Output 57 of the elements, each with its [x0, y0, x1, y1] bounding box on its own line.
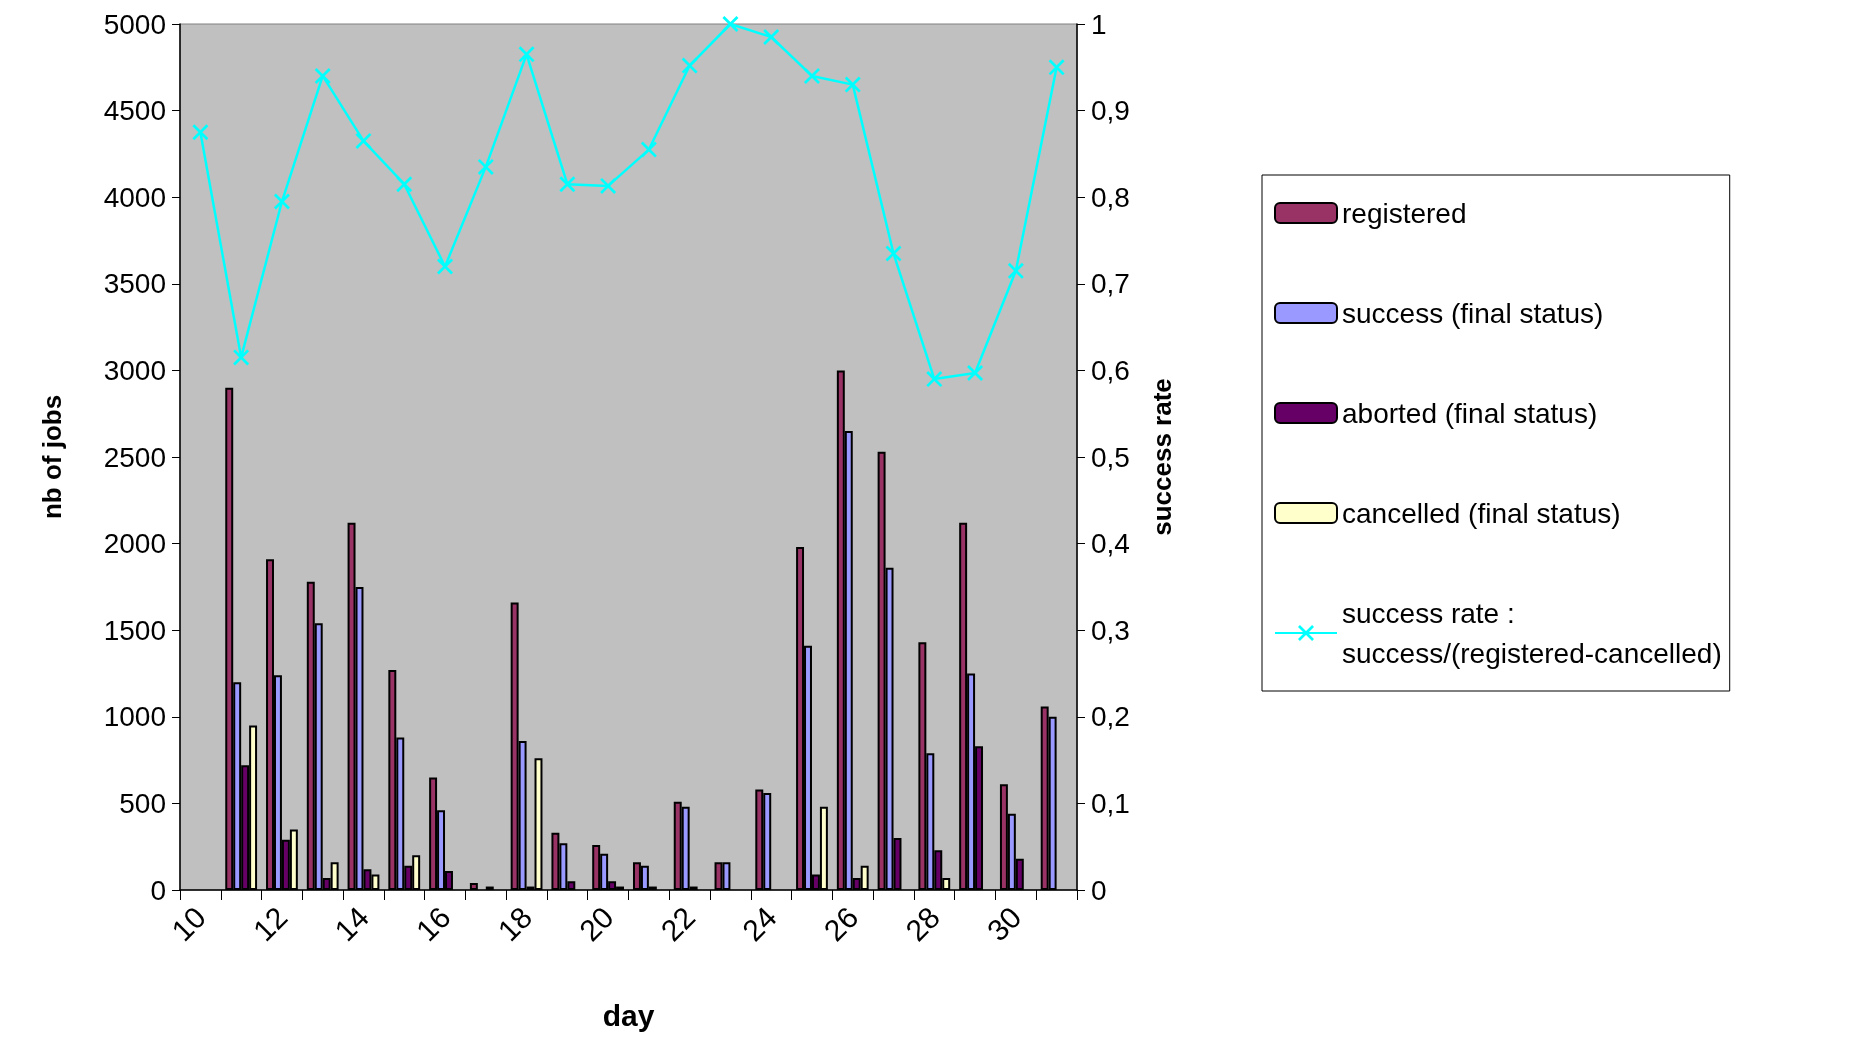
point	[640, 141, 657, 158]
y2-tick-label: 0,3	[1091, 614, 1130, 646]
x-tick-label: 12	[246, 900, 294, 948]
legend-label: aborted (final status)	[1342, 397, 1598, 429]
point	[233, 349, 250, 366]
y-axis-title: nb of jobs	[37, 394, 67, 520]
y-tick-label: 4500	[103, 95, 166, 127]
x-tick-label: 10	[165, 900, 213, 948]
x-tick-label: 14	[328, 900, 376, 948]
point	[355, 132, 372, 149]
point	[722, 16, 739, 32]
legend-label: registered	[1342, 197, 1467, 229]
point	[559, 176, 576, 193]
x-tick-label: 18	[491, 900, 539, 948]
y-tick-label: 2000	[103, 528, 166, 560]
y-tick-label: 3500	[103, 268, 166, 300]
point	[1048, 59, 1065, 76]
y2-tick-label: 0,1	[1091, 787, 1130, 819]
y2-tick-label: 0,7	[1091, 268, 1130, 300]
y2-tick-label: 0,4	[1091, 528, 1130, 560]
point	[437, 258, 454, 275]
x-tick-label: 28	[899, 900, 946, 948]
x-axis-title: day	[602, 998, 655, 1032]
x-tick-label: 20	[572, 900, 620, 948]
point	[477, 158, 494, 175]
y2-tick-label: 0,2	[1091, 701, 1130, 733]
x-tick-label: 26	[817, 900, 865, 948]
y-tick-label: 5000	[103, 8, 166, 40]
y2-tick-label: 0,9	[1091, 95, 1130, 127]
y2-tick-label: 0,8	[1091, 181, 1130, 213]
y-tick-label: 4000	[103, 181, 166, 213]
point	[314, 67, 331, 84]
legend-label: success rate : success/(registered-cancelled)	[1342, 597, 1722, 669]
point	[518, 46, 535, 63]
legend-label: success (final status)	[1342, 297, 1604, 329]
point	[763, 28, 780, 45]
point	[192, 124, 209, 141]
y2-axis-title: success rate	[1147, 378, 1177, 536]
legend-label: cancelled (final status)	[1342, 497, 1621, 529]
y-tick-label: 1500	[103, 614, 166, 646]
y2-tick-label: 1	[1091, 8, 1107, 40]
y-tick-label: 3000	[103, 354, 166, 386]
point	[681, 57, 698, 74]
y-tick-label: 1000	[103, 701, 166, 733]
x-tick-label: 24	[735, 900, 783, 948]
y-tick-label: 2500	[103, 441, 166, 473]
y2-tick-label: 0,6	[1091, 354, 1130, 386]
point	[273, 193, 290, 210]
y2-tick-label: 0,5	[1091, 441, 1130, 473]
x-tick-label: 16	[409, 900, 457, 948]
y-tick-label: 0	[150, 874, 166, 906]
point	[844, 76, 861, 93]
y2-tick-label: 0	[1091, 874, 1107, 906]
y-tick-label: 500	[119, 787, 166, 819]
x-tick-label: 22	[654, 900, 702, 948]
x-tick-label: 30	[980, 900, 1028, 948]
point	[926, 371, 943, 388]
